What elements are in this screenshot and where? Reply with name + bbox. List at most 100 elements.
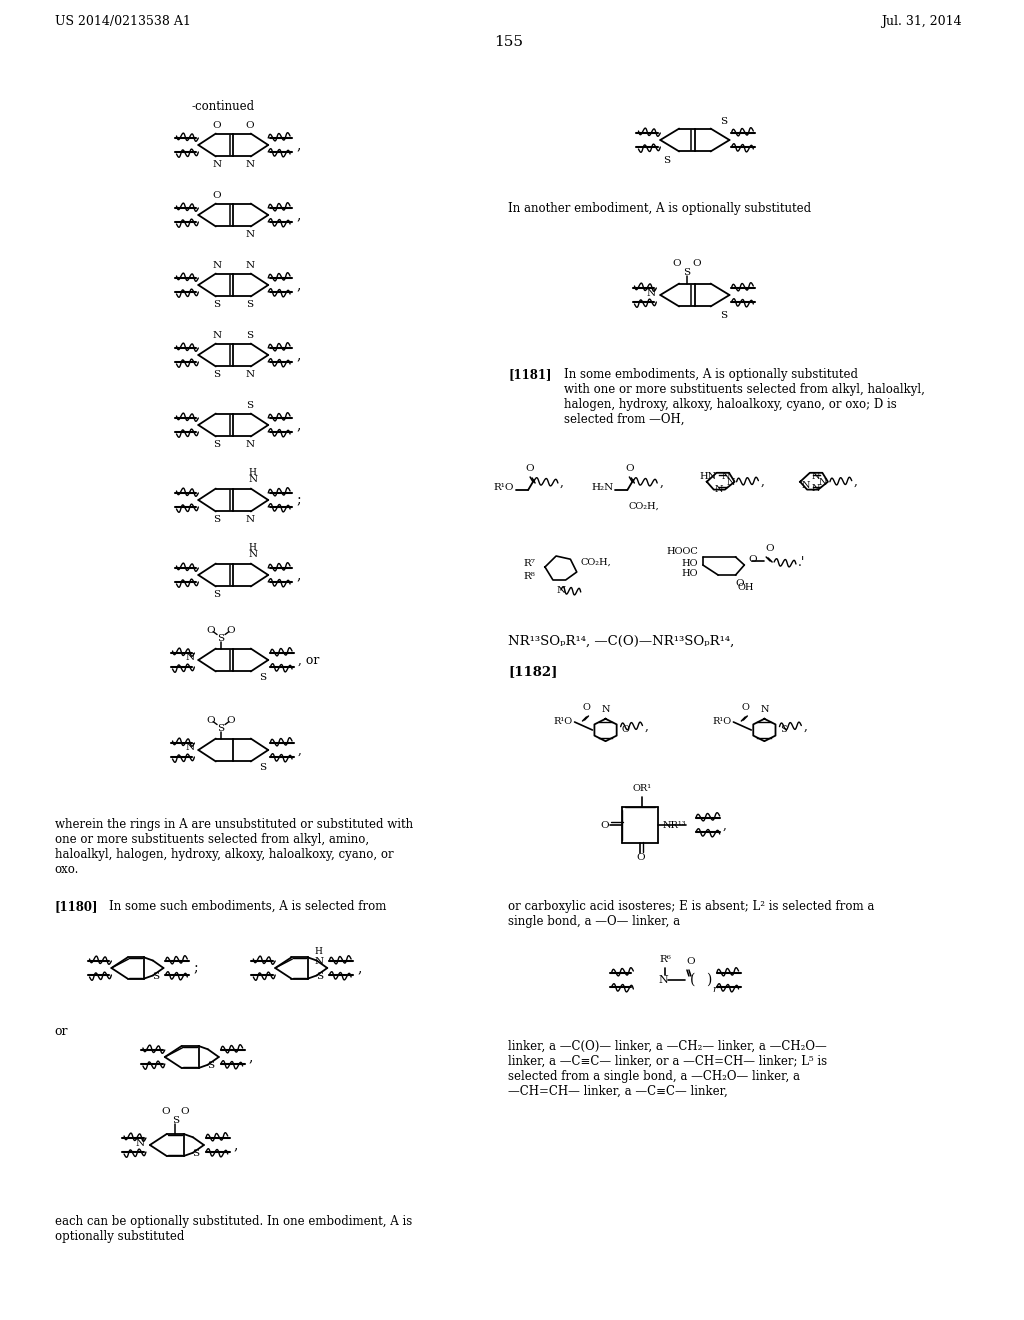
Text: or carboxylic acid isosteres; E is absent; L² is selected from a
single bond, a : or carboxylic acid isosteres; E is absen… <box>508 900 874 928</box>
Text: N: N <box>135 1138 144 1147</box>
Text: S: S <box>663 157 670 165</box>
Text: US 2014/0213538 A1: US 2014/0213538 A1 <box>54 15 190 28</box>
Text: ,: , <box>644 721 648 733</box>
Text: O: O <box>621 726 629 734</box>
Text: Jul. 31, 2014: Jul. 31, 2014 <box>882 15 962 28</box>
Text: N: N <box>658 975 668 985</box>
Text: S: S <box>213 515 220 524</box>
Text: N: N <box>245 371 254 379</box>
Text: N: N <box>818 478 826 487</box>
Text: ,: , <box>723 818 727 832</box>
Text: N: N <box>556 586 565 595</box>
Text: R¹O: R¹O <box>713 718 731 726</box>
Text: S: S <box>207 1061 214 1071</box>
Text: S: S <box>172 1117 179 1126</box>
Text: ,: , <box>803 721 807 733</box>
Text: ,: , <box>296 139 300 152</box>
Text: N: N <box>248 549 257 558</box>
Text: N: N <box>185 743 195 752</box>
Text: S: S <box>213 590 220 599</box>
Text: S: S <box>213 301 220 309</box>
Text: S: S <box>683 268 690 277</box>
Text: O: O <box>741 704 750 711</box>
Text: S: S <box>316 972 324 981</box>
Text: S: S <box>217 634 224 643</box>
Text: ,: , <box>854 475 857 488</box>
Text: N: N <box>721 471 730 480</box>
Text: ,: , <box>659 475 663 488</box>
Text: O: O <box>525 465 535 473</box>
Text: N: N <box>212 161 221 169</box>
Text: N: N <box>811 471 819 480</box>
Text: R¹O: R¹O <box>494 483 514 492</box>
Text: H₂N: H₂N <box>591 483 613 492</box>
Text: HN: HN <box>699 471 717 480</box>
Text: S: S <box>217 725 224 733</box>
Text: O: O <box>735 579 744 587</box>
Text: N: N <box>647 289 656 297</box>
Text: H: H <box>249 543 257 552</box>
Text: ,: , <box>296 279 300 292</box>
Text: R⁸: R⁸ <box>523 573 536 581</box>
Text: N: N <box>245 231 254 239</box>
Text: In another embodiment, A is optionally substituted: In another embodiment, A is optionally s… <box>508 202 811 215</box>
Text: CO₂H,: CO₂H, <box>629 502 659 511</box>
Text: O: O <box>625 465 634 473</box>
Text: S: S <box>193 1148 200 1158</box>
Text: S: S <box>259 673 266 682</box>
Text: N: N <box>314 957 324 966</box>
Text: each can be optionally substituted. In one embodiment, A is
optionally substitut: each can be optionally substituted. In o… <box>54 1214 412 1243</box>
Text: O: O <box>246 120 254 129</box>
Text: S: S <box>213 441 220 449</box>
Text: O: O <box>161 1107 170 1117</box>
Text: S: S <box>259 763 266 772</box>
Text: H: H <box>249 467 257 477</box>
Text: N: N <box>245 515 254 524</box>
Text: ,: , <box>560 475 564 488</box>
Text: In some embodiments, A is optionally substituted
with one or more substituents s: In some embodiments, A is optionally sub… <box>564 368 925 426</box>
Text: O: O <box>766 544 774 553</box>
Text: , or: , or <box>298 653 319 667</box>
Text: HO: HO <box>681 558 698 568</box>
Text: O: O <box>213 190 221 199</box>
Text: O: O <box>213 120 221 129</box>
Text: R⁷: R⁷ <box>523 560 536 569</box>
Text: N: N <box>245 260 254 269</box>
Text: O: O <box>226 626 236 635</box>
Text: OH: OH <box>737 583 754 591</box>
Text: O: O <box>226 715 236 725</box>
Text: N: N <box>601 705 610 714</box>
Text: S: S <box>153 972 160 981</box>
Text: R⁶: R⁶ <box>659 954 671 964</box>
Text: or: or <box>54 1026 69 1038</box>
Text: N: N <box>245 441 254 449</box>
Text: S: S <box>246 400 253 409</box>
Text: O: O <box>583 704 591 711</box>
Text: ,: , <box>249 1049 253 1064</box>
Text: N: N <box>248 475 257 483</box>
Text: [1180]: [1180] <box>54 900 98 913</box>
Text: S: S <box>720 312 727 321</box>
Text: ,: , <box>233 1138 238 1152</box>
Text: NR¹³: NR¹³ <box>663 821 686 829</box>
Text: ,: , <box>296 209 300 222</box>
Text: 155: 155 <box>494 36 523 49</box>
Text: N: N <box>760 705 769 714</box>
Text: O: O <box>636 853 644 862</box>
Text: N: N <box>715 486 724 494</box>
Text: R¹O: R¹O <box>553 718 572 726</box>
Text: H: H <box>314 946 323 956</box>
Text: CO₂H,: CO₂H, <box>581 558 611 566</box>
Text: ,: , <box>298 743 302 756</box>
Text: ): ) <box>707 973 712 987</box>
Text: ;: ; <box>296 492 301 507</box>
Text: S: S <box>720 116 727 125</box>
Text: S: S <box>780 726 786 734</box>
Text: OR¹: OR¹ <box>633 784 652 793</box>
Text: O: O <box>600 821 609 829</box>
Text: N: N <box>212 260 221 269</box>
Text: O: O <box>687 957 695 966</box>
Text: N: N <box>811 484 819 492</box>
Text: ,: , <box>296 568 300 582</box>
Text: .': .' <box>798 557 805 569</box>
